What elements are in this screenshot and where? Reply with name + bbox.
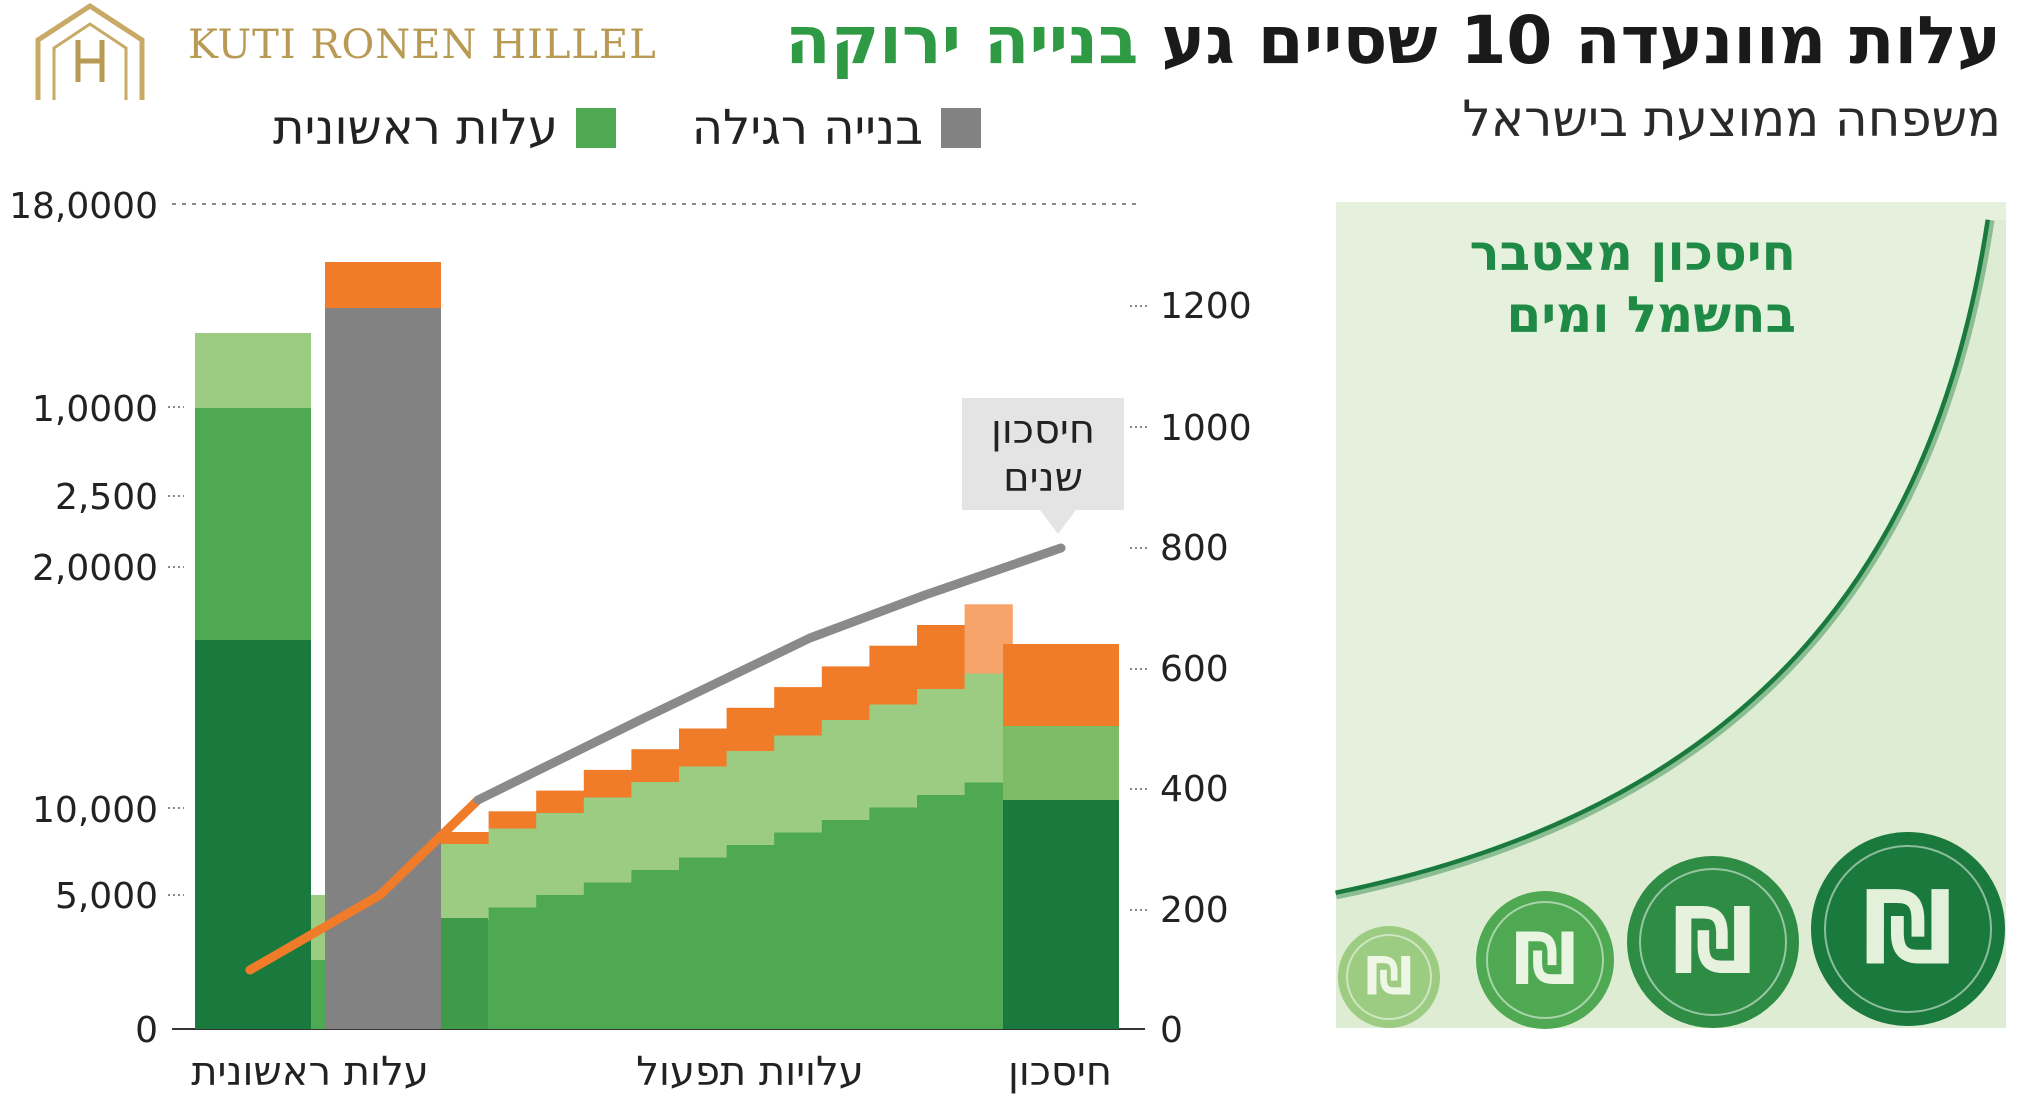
coin-large: ₪ [1627,856,1799,1028]
orange-trend-line [245,795,483,975]
right-axis: 1200 1000 800 600 400 200 0 [1130,286,1252,1051]
panel-title: חיסכון מצטבר בחשמל ומים [1276,222,1797,346]
step-segment-mid [726,845,775,1029]
step-segment-light [821,720,870,820]
category-label: חיסכון [1008,1049,1112,1095]
shekel-icon: ₪ [1365,947,1412,1007]
step-segment-mid [488,907,537,1029]
coin-xlarge: ₪ [1811,832,2005,1026]
left-tick-label: 5,000 [55,876,158,917]
step-segment-mid [536,895,585,1029]
step-segment-light [774,735,823,833]
step-segment-orange [869,645,918,705]
step-segment-mid [583,882,632,1029]
cumulative-curve [1335,219,1995,900]
left-tick-label: 10,000 [32,790,158,831]
step-segment-mid [631,870,680,1029]
step-segment-orange [774,687,823,736]
page-subtitle: משפחה ממוצעת בישראל [1462,90,2001,148]
right-tick-label: 0 [1160,1010,1183,1051]
house-logo-icon [35,3,145,100]
bar-segment-mid [195,408,311,640]
panel-title-line2: בחשמל ומים [1506,286,1796,344]
category-label: עלות ראשונית [191,1049,428,1095]
step-segment-orange [631,749,680,782]
logo: KUTI RONEN HILLEL [30,0,656,110]
logo-text: KUTI RONEN HILLEL [188,22,657,68]
initial-green-bar [195,333,311,1029]
legend-swatch-green [576,108,616,148]
right-tick-label: 1000 [1160,408,1252,449]
savings-years-callout: חיסכון שנים [962,398,1124,534]
right-tick-label: 400 [1160,769,1229,810]
shekel-icon: ₪ [1672,889,1753,994]
step-segment-orange [679,728,728,767]
left-tick-label: 0 [135,1010,158,1051]
right-tick-label: 200 [1160,890,1229,931]
step-segment-orange [488,811,537,829]
step-segment-light [869,704,918,808]
step-segment-orange [441,832,490,844]
step-segment-light [583,797,632,883]
step-segment-orange [583,769,632,798]
step-segment-mid [917,795,966,1029]
operating-steps [441,604,1013,1029]
right-tick-label: 800 [1160,528,1229,569]
step-segment-light [726,751,775,845]
step-segment-mid [774,832,823,1029]
left-axis: 18,0000 1,0000 2,500 2,0000 10,000 5,000… [9,186,184,1051]
coin-small: ₪ [1338,926,1440,1028]
legend-label-green: עלות ראשונית [273,100,558,156]
panel-title-line1: חיסכון מצטבר [1469,224,1797,282]
legend-item-gray: בנייה רגילה [692,100,981,156]
bar-segment-orange [1003,644,1119,726]
initial-gray-bar [325,262,441,1029]
step-segment-light [536,813,585,895]
left-tick-label: 2,0000 [32,548,158,589]
legend-swatch-gray [941,108,981,148]
connector-bar-lower [311,960,327,1029]
shekel-icon: ₪ [1863,869,1953,986]
step-segment-light [679,766,728,858]
right-tick-label: 600 [1160,649,1229,690]
legend-item-green: עלות ראשונית [273,100,616,156]
category-label: עלויות תפעול [636,1049,863,1095]
title-highlight: בנייה ירוקה [785,2,1139,79]
bar-segment-light [1003,726,1119,800]
gray-trend-line [473,543,1066,805]
step-segment-orange [536,790,585,813]
curve-area [1336,220,2006,1028]
bar-segment-light [195,333,311,408]
step-segment-light [441,844,490,920]
step-segment-orange [821,666,870,720]
callout-text: חיסכון שנים [991,407,1095,501]
bar-segment-dark [1003,800,1119,1029]
title-main: עלות מוונעדה 10 שסיים גע [1161,2,2001,79]
step-segment-orange [917,625,966,689]
step-segment-light [917,689,966,795]
step-segment-light [488,828,537,908]
step-segment-light [631,782,680,870]
step-segment-orange [726,707,775,751]
page-title: עלות מוונעדה 10 שסיים גע בנייה ירוקה [785,2,2001,79]
legend-label-gray: בנייה רגילה [691,100,923,156]
savings-bar [1003,644,1119,1029]
left-tick-label: 1,0000 [32,389,158,430]
step-segment-shade [441,918,488,1029]
coin-medium: ₪ [1476,891,1614,1029]
right-tick-label: 1200 [1160,286,1252,327]
left-tick-label: 18,0000 [9,186,158,227]
bar-segment-gray [325,308,441,1029]
step-segment-mid [679,857,728,1029]
step-segment-mid [821,820,870,1029]
shekel-icon: ₪ [1513,918,1576,1000]
step-segment-mid [869,807,918,1029]
left-tick-label: 2,500 [55,477,158,518]
bar-segment-orange [325,262,441,308]
